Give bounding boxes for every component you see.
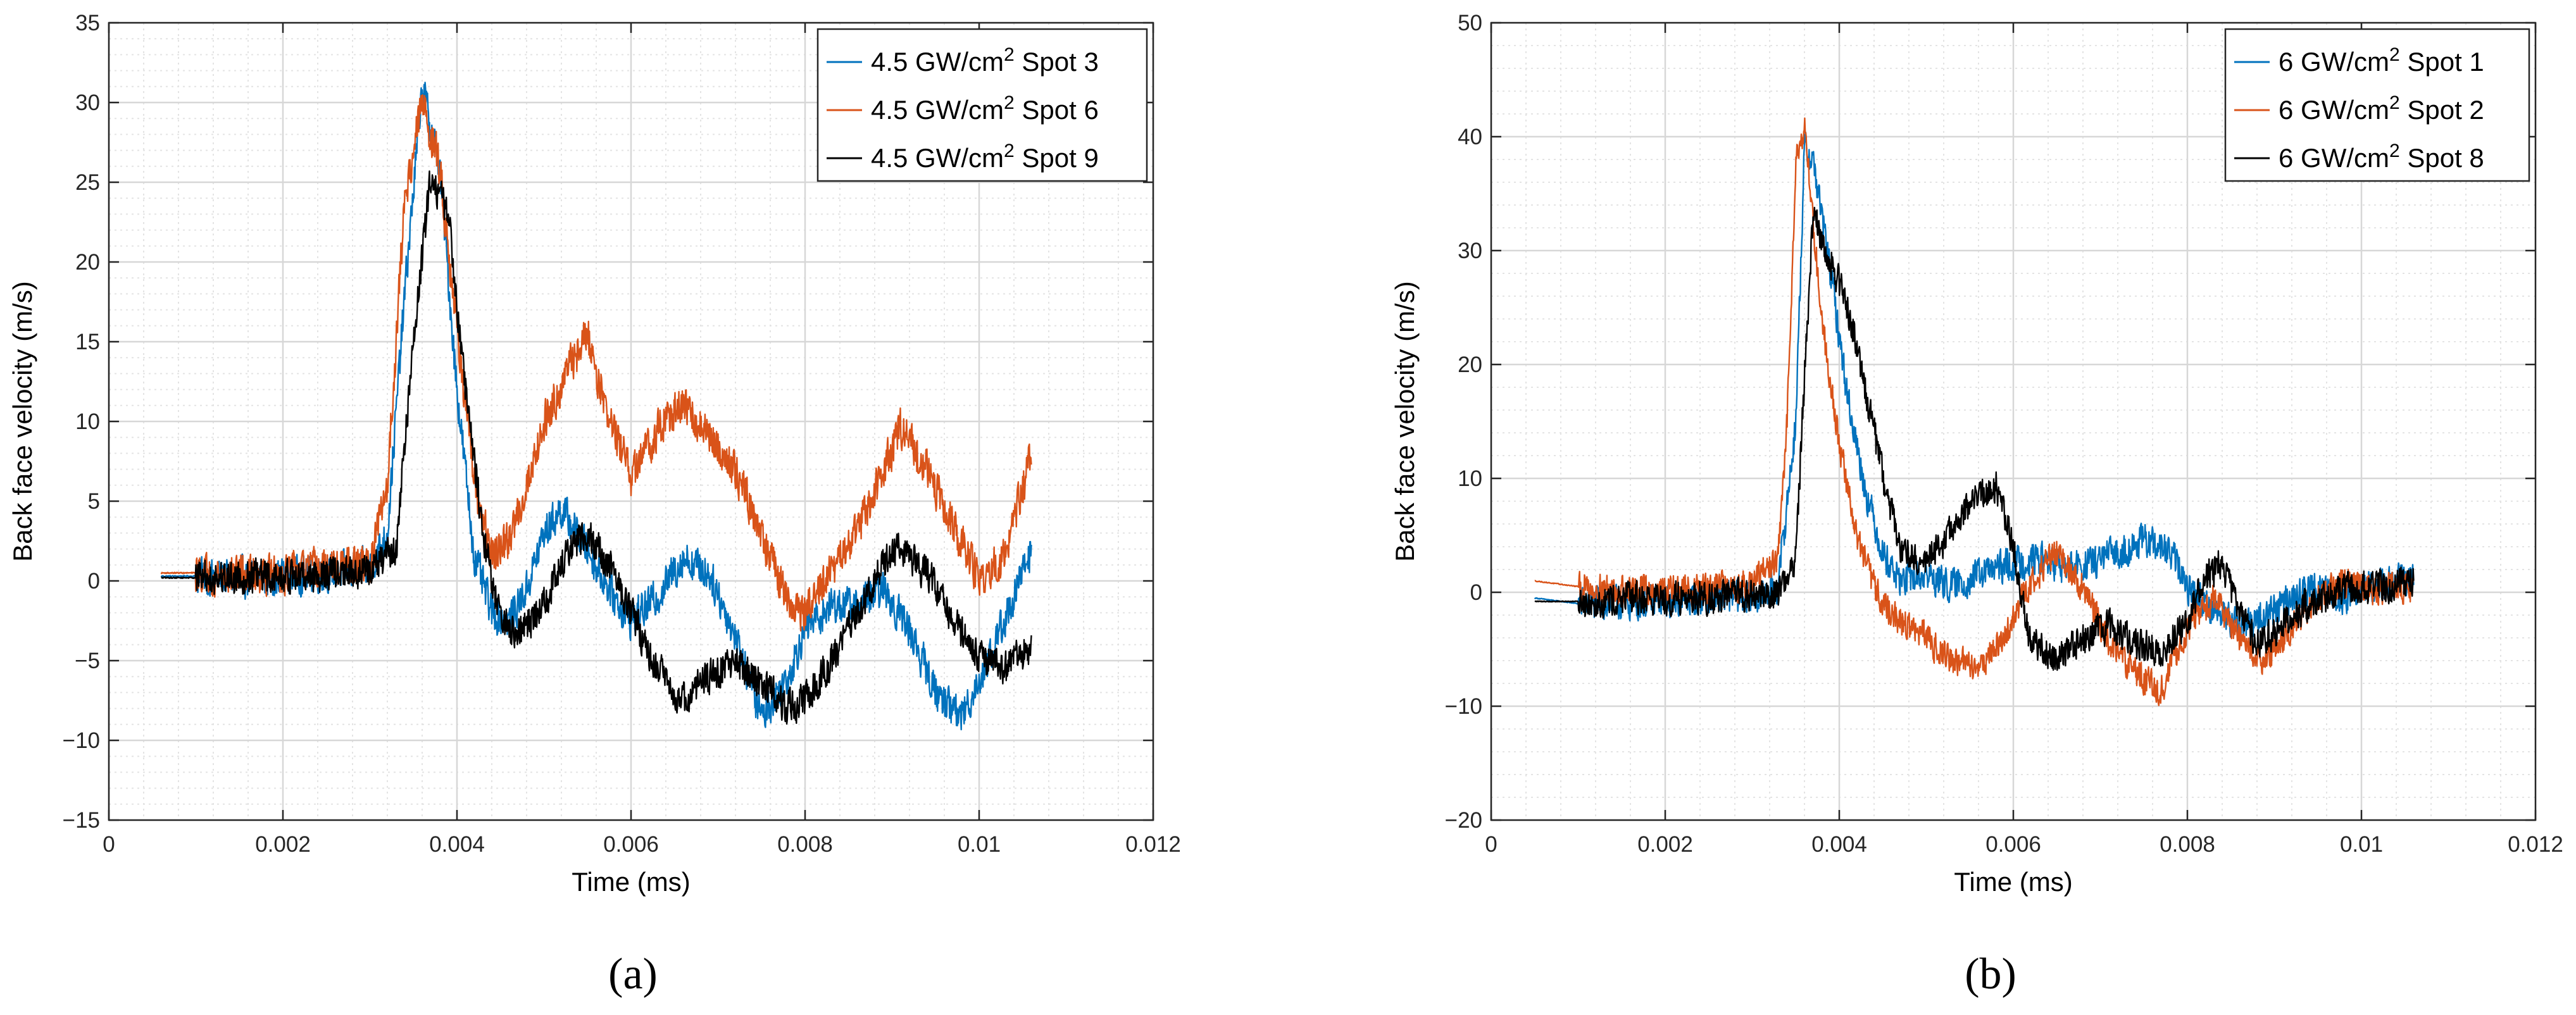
- legend-label: 4.5 GW/cm2 Spot 9: [871, 140, 1099, 173]
- y-tick-label: −5: [75, 649, 100, 673]
- x-tick-label: 0.004: [429, 832, 485, 857]
- legend-label: 4.5 GW/cm2 Spot 6: [871, 92, 1099, 125]
- x-tick-label: 0.01: [958, 832, 1001, 857]
- x-tick-label: 0.002: [1637, 832, 1693, 857]
- y-tick-label: −20: [1445, 808, 1482, 833]
- legend: 4.5 GW/cm2 Spot 3 4.5 GW/cm2 Spot 6 4.5 GW…: [816, 28, 1148, 182]
- y-tick-label: 15: [75, 330, 100, 354]
- y-tick-label: 0: [1470, 580, 1482, 605]
- x-tick-label: 0.012: [2508, 832, 2563, 857]
- y-tick-label: 30: [75, 90, 100, 115]
- legend-label: 6 GW/cm2 Spot 1: [2279, 44, 2484, 77]
- y-tick-label: −10: [63, 728, 100, 753]
- x-tick-label: 0.008: [2160, 832, 2215, 857]
- chart-panel-a: 0 0.002 0.004 0.006 0.008 0.01 0.012 −15 −10 −5 0 5…: [8, 11, 1181, 999]
- panel-label-b: (b): [1965, 950, 2016, 999]
- x-tick-label: 0.01: [2340, 832, 2383, 857]
- y-tick-label: −10: [1445, 694, 1482, 719]
- y-tick-label: 40: [1458, 125, 1482, 149]
- series-layer: [160, 82, 1032, 731]
- y-tick-label: 10: [1458, 466, 1482, 491]
- series-line: [161, 170, 1032, 725]
- x-axis-label: Time (ms): [1954, 867, 2072, 897]
- tick-layer: 0 0.002 0.004 0.006 0.008 0.01 0.012 −15 −10 −5 0 5…: [63, 11, 1181, 857]
- y-tick-label: 20: [75, 250, 100, 275]
- y-tick-label: 50: [1458, 11, 1482, 35]
- tick-layer: 0 0.002 0.004 0.006 0.008 0.01 0.012 −20 −10 0 10 2…: [1445, 11, 2563, 857]
- legend-label: 6 GW/cm2 Spot 2: [2279, 92, 2484, 125]
- x-tick-label: 0.006: [1985, 832, 2041, 857]
- x-tick-label: 0: [1485, 832, 1497, 857]
- x-tick-label: 0.002: [255, 832, 311, 857]
- y-tick-label: 25: [75, 170, 100, 195]
- series-line: [160, 94, 1032, 632]
- y-tick-label: −15: [63, 808, 100, 833]
- y-axis-label: Back face velocity (m/s): [1390, 281, 1420, 561]
- legend-box: [816, 28, 1148, 182]
- y-tick-label: 5: [88, 489, 100, 514]
- legend: 6 GW/cm2 Spot 1 6 GW/cm2 Spot 2 6 GW/cm2 S…: [2224, 28, 2530, 182]
- y-tick-label: 35: [75, 11, 100, 35]
- x-tick-label: 0.006: [603, 832, 659, 857]
- x-tick-label: 0.004: [1811, 832, 1867, 857]
- series-line: [1534, 206, 2415, 671]
- legend-box: [2224, 28, 2530, 182]
- panel-label-a: (a): [608, 950, 658, 999]
- y-tick-label: 20: [1458, 352, 1482, 377]
- y-tick-label: 10: [75, 409, 100, 434]
- x-axis-label: Time (ms): [572, 867, 690, 897]
- series-layer: [1534, 117, 2415, 706]
- x-tick-label: 0.012: [1125, 832, 1181, 857]
- y-tick-label: 0: [88, 569, 100, 594]
- legend-label: 4.5 GW/cm2 Spot 3: [871, 44, 1099, 77]
- legend-label: 6 GW/cm2 Spot 8: [2279, 140, 2484, 173]
- y-tick-label: 30: [1458, 239, 1482, 263]
- y-axis-label: Back face velocity (m/s): [8, 281, 37, 561]
- chart-panel-b: 0 0.002 0.004 0.006 0.008 0.01 0.012 −20 −10 0 10 2…: [1390, 11, 2563, 999]
- x-tick-label: 0: [103, 832, 115, 857]
- x-tick-label: 0.008: [777, 832, 833, 857]
